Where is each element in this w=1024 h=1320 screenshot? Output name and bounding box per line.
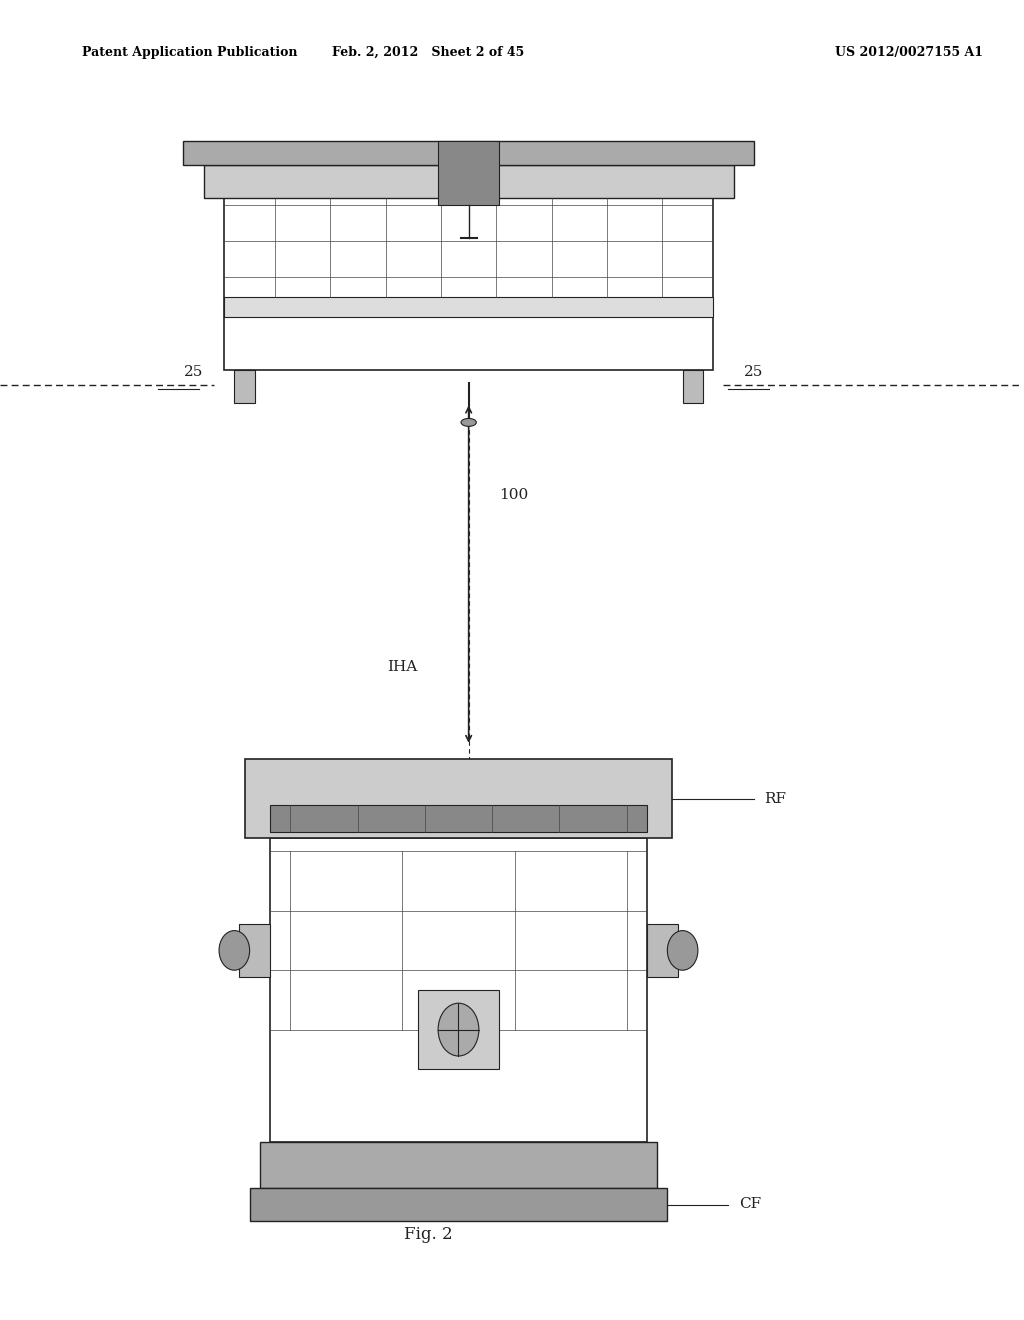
Bar [683, 370, 703, 403]
Text: 100: 100 [500, 488, 528, 502]
Bar [418, 990, 500, 1069]
Ellipse shape [461, 418, 476, 426]
Bar [224, 165, 713, 370]
Bar [647, 924, 678, 977]
Text: Fig. 2: Fig. 2 [403, 1226, 453, 1242]
Bar [204, 165, 733, 198]
Bar [438, 141, 500, 205]
Circle shape [668, 931, 698, 970]
Text: CF: CF [738, 1197, 761, 1212]
Text: 25: 25 [743, 364, 763, 379]
Circle shape [438, 1003, 479, 1056]
Bar [260, 1142, 657, 1188]
Text: US 2012/0027155 A1: US 2012/0027155 A1 [836, 46, 983, 59]
Text: Patent Application Publication: Patent Application Publication [82, 46, 297, 59]
Text: Feb. 2, 2012   Sheet 2 of 45: Feb. 2, 2012 Sheet 2 of 45 [332, 46, 524, 59]
Bar [270, 805, 647, 832]
Bar [240, 924, 270, 977]
Circle shape [219, 931, 250, 970]
Bar [250, 1188, 668, 1221]
Text: RF: RF [764, 792, 786, 805]
Bar [183, 141, 754, 165]
Bar [224, 297, 713, 317]
Text: IHA: IHA [387, 660, 418, 673]
Bar [234, 370, 255, 403]
Bar [245, 759, 673, 838]
Text: 25: 25 [184, 364, 204, 379]
Bar [270, 838, 647, 1142]
